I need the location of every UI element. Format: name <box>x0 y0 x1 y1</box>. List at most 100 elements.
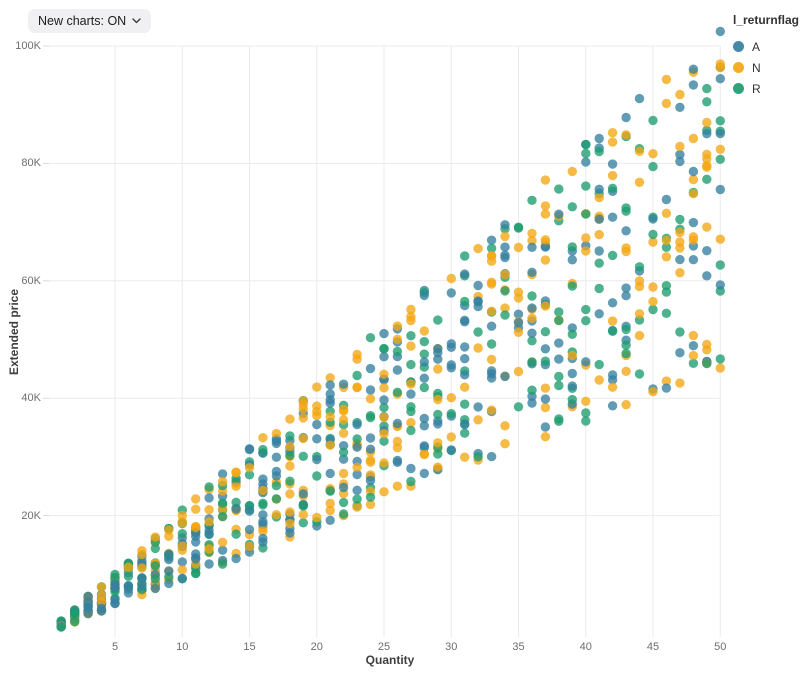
data-point-N <box>473 343 483 353</box>
data-point-N <box>621 246 631 257</box>
x-tick-label: 45 <box>646 641 660 653</box>
data-point-A <box>379 328 389 339</box>
data-point-N <box>460 452 470 462</box>
data-point-A <box>352 419 362 430</box>
data-point-A <box>379 352 389 362</box>
data-point-R <box>258 444 268 455</box>
data-point-N <box>702 345 712 355</box>
data-point-R <box>513 222 524 232</box>
data-point-N <box>433 462 443 472</box>
data-point-R <box>594 359 604 370</box>
data-point-R <box>581 408 591 418</box>
data-point-N <box>500 303 510 313</box>
data-point-R <box>648 304 658 315</box>
data-point-A <box>675 156 685 167</box>
data-point-R <box>446 409 456 419</box>
data-point-A <box>231 504 241 514</box>
data-point-A <box>460 419 470 430</box>
data-point-N <box>204 517 214 527</box>
data-point-N <box>258 433 268 443</box>
legend-item-A[interactable]: A <box>733 36 799 57</box>
data-point-R <box>271 481 282 491</box>
data-point-R <box>621 203 631 213</box>
data-point-N <box>702 117 712 128</box>
data-point-A <box>419 468 429 479</box>
data-point-R <box>554 414 564 424</box>
data-point-A <box>554 354 564 364</box>
data-point-R <box>433 315 443 325</box>
x-tick-label: 25 <box>377 641 391 653</box>
data-point-A <box>325 468 335 479</box>
data-point-A <box>460 269 470 279</box>
data-point-N <box>231 468 241 478</box>
data-point-A <box>352 442 362 452</box>
data-point-N <box>433 438 443 448</box>
data-point-R <box>621 324 631 335</box>
data-point-N <box>406 341 416 351</box>
legend-item-R[interactable]: R <box>733 78 799 99</box>
data-point-N <box>191 522 201 533</box>
data-point-R <box>392 346 403 357</box>
data-point-R <box>675 214 685 225</box>
data-point-N <box>661 98 672 109</box>
data-point-A <box>177 557 187 567</box>
data-point-N <box>500 421 510 431</box>
legend-item-N[interactable]: N <box>733 57 799 78</box>
y-tick-label: 20K <box>21 509 41 522</box>
data-point-R <box>634 262 645 272</box>
data-point-N <box>634 146 645 156</box>
data-point-R <box>567 281 577 291</box>
data-point-N <box>406 312 416 322</box>
data-point-R <box>661 308 672 318</box>
data-point-N <box>392 321 403 331</box>
data-point-R <box>150 574 160 584</box>
data-point-R <box>406 331 416 341</box>
legend-swatch-A <box>733 41 744 52</box>
data-point-A <box>338 379 349 389</box>
data-point-R <box>661 242 672 252</box>
data-point-A <box>688 217 699 228</box>
y-tick-label: 80K <box>21 157 41 170</box>
data-point-A <box>661 383 672 393</box>
data-point-N <box>675 378 685 388</box>
data-point-R <box>70 610 80 620</box>
data-point-A <box>244 506 255 516</box>
x-tick-label: 30 <box>445 641 458 653</box>
data-point-N <box>392 334 403 344</box>
data-point-A <box>446 363 456 373</box>
data-point-R <box>419 349 429 359</box>
data-point-A <box>607 298 618 308</box>
data-point-N <box>164 525 174 535</box>
data-point-R <box>433 409 443 420</box>
data-point-N <box>177 541 187 551</box>
data-point-N <box>338 404 349 415</box>
data-point-N <box>419 449 429 459</box>
data-point-N <box>581 246 591 256</box>
data-point-A <box>365 475 376 486</box>
data-point-A <box>486 366 497 376</box>
data-point-N <box>540 255 551 265</box>
data-point-N <box>365 394 376 404</box>
data-point-A <box>392 455 403 466</box>
data-point-A <box>406 389 416 399</box>
new-charts-toggle-label: New charts: ON <box>38 14 127 28</box>
legend-label-R: R <box>752 81 761 96</box>
data-point-R <box>338 509 349 519</box>
data-point-R <box>581 148 591 159</box>
new-charts-toggle[interactable]: New charts: ON <box>28 9 152 33</box>
data-point-N <box>352 382 362 393</box>
data-point-A <box>352 485 362 495</box>
data-point-A <box>527 303 537 313</box>
data-point-A <box>621 112 631 123</box>
data-point-N <box>365 499 376 510</box>
data-point-N <box>607 170 618 181</box>
data-point-N <box>688 350 699 361</box>
data-point-A <box>164 550 174 560</box>
data-point-A <box>177 573 187 584</box>
data-point-N <box>688 235 699 245</box>
data-point-A <box>419 413 429 424</box>
data-point-R <box>217 512 228 522</box>
data-point-N <box>392 443 403 453</box>
